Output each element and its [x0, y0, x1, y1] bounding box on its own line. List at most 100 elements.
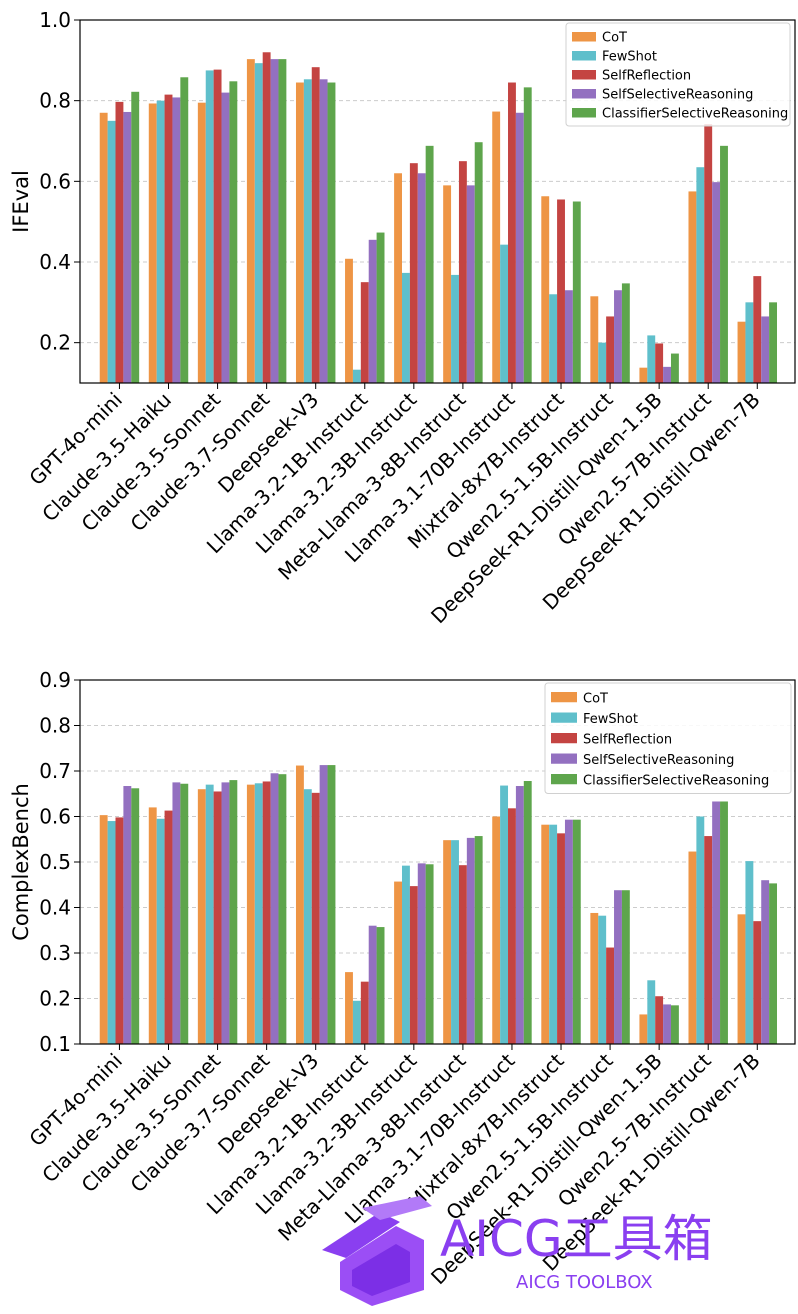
legend-box [544, 682, 792, 794]
bar-ClassifierSelectiveReasoning-10 [621, 283, 630, 383]
y-tick-label: 0.2 [39, 987, 71, 1011]
bar-ClassifierSelectiveReasoning-12 [720, 145, 728, 383]
bar-SelfReflection-0 [115, 817, 124, 1044]
bar-FewShot-3 [254, 783, 263, 1044]
bar-CoT-7 [443, 840, 452, 1044]
legend-swatch-ClassifierSelectiveReasoning [572, 108, 596, 118]
bar-ClassifierSelectiveReasoning-8 [523, 781, 532, 1044]
legend-box [565, 22, 791, 127]
bar-ClassifierSelectiveReasoning-9 [572, 819, 581, 1044]
bar-SelfSelectiveReasoning-13 [761, 880, 770, 1044]
bar-ClassifierSelectiveReasoning-3 [278, 774, 287, 1044]
bar-ClassifierSelectiveReasoning-0 [131, 91, 140, 383]
bar-CoT-13 [737, 914, 746, 1044]
bar-FewShot-4 [303, 789, 312, 1044]
bar-SelfSelectiveReasoning-10 [614, 290, 622, 383]
bar-SelfReflection-9 [557, 833, 565, 1044]
bar-CoT-2 [197, 102, 206, 383]
bar-CoT-9 [541, 824, 550, 1044]
bar-CoT-13 [737, 321, 746, 383]
bar-CoT-4 [295, 765, 304, 1044]
y-tick-label: 0.4 [39, 896, 71, 920]
bar-SelfReflection-5 [360, 981, 369, 1044]
bar-CoT-4 [295, 82, 304, 384]
bar-ClassifierSelectiveReasoning-1 [180, 77, 189, 384]
bar-SelfSelectiveReasoning-5 [368, 925, 377, 1044]
bar-ClassifierSelectiveReasoning-6 [425, 864, 434, 1044]
bar-FewShot-6 [401, 865, 410, 1044]
y-tick-label: 0.3 [39, 941, 71, 965]
bar-FewShot-10 [598, 915, 607, 1044]
bar-FewShot-10 [598, 342, 607, 383]
bar-FewShot-3 [254, 63, 263, 383]
bar-SelfSelectiveReasoning-11 [663, 1004, 671, 1044]
bar-SelfSelectiveReasoning-0 [123, 111, 132, 384]
bar-SelfSelectiveReasoning-6 [417, 173, 426, 383]
bar-FewShot-2 [205, 784, 214, 1044]
bar-SelfReflection-8 [508, 82, 516, 384]
y-tick-label: 0.9 [39, 668, 71, 692]
y-tick-label: 0.1 [39, 1032, 71, 1056]
bar-CoT-11 [639, 367, 648, 383]
bar-SelfReflection-13 [753, 276, 762, 383]
bar-SelfSelectiveReasoning-4 [319, 765, 328, 1044]
plot-frame [79, 679, 796, 1045]
bar-SelfSelectiveReasoning-6 [417, 863, 426, 1044]
bar-CoT-1 [148, 807, 157, 1044]
legend-label-CoT: CoT [583, 691, 608, 706]
bar-SelfReflection-11 [655, 996, 664, 1044]
bar-SelfReflection-4 [311, 792, 320, 1044]
bar-CoT-11 [639, 1014, 648, 1044]
legend-swatch-FewShot [572, 51, 596, 61]
bar-SelfSelectiveReasoning-0 [123, 786, 132, 1044]
bar-SelfReflection-4 [311, 67, 320, 383]
bar-SelfReflection-6 [409, 886, 418, 1044]
bar-FewShot-2 [205, 70, 214, 384]
bar-FewShot-7 [451, 840, 459, 1044]
legend-label-SelfSelectiveReasoning: SelfSelectiveReasoning [602, 87, 753, 102]
bar-SelfReflection-10 [606, 316, 615, 383]
bar-CoT-6 [394, 173, 402, 383]
bar-ClassifierSelectiveReasoning-8 [523, 87, 532, 384]
bar-FewShot-7 [451, 274, 459, 383]
bar-SelfReflection-13 [753, 921, 762, 1044]
bar-FewShot-13 [745, 302, 754, 383]
bar-SelfReflection-3 [262, 52, 271, 384]
bar-SelfSelectiveReasoning-2 [221, 782, 230, 1044]
bar-SelfReflection-12 [704, 124, 713, 383]
bar-FewShot-5 [352, 1000, 361, 1044]
y-tick-label: 0.4 [39, 250, 71, 274]
legend-swatch-CoT [551, 692, 577, 703]
watermark-title: AICG工具箱 [440, 1210, 713, 1268]
bar-SelfSelectiveReasoning-5 [368, 239, 377, 383]
bar-SelfSelectiveReasoning-12 [712, 801, 721, 1044]
bar-FewShot-6 [401, 272, 410, 383]
bar-CoT-0 [99, 815, 108, 1044]
legend-label-SelfReflection: SelfReflection [583, 732, 672, 747]
bar-SelfReflection-11 [655, 343, 664, 383]
bar-ClassifierSelectiveReasoning-2 [229, 81, 238, 383]
bar-ClassifierSelectiveReasoning-1 [180, 783, 189, 1044]
bar-SelfSelectiveReasoning-8 [515, 786, 524, 1044]
legend-swatch-ClassifierSelectiveReasoning [551, 774, 577, 785]
bar-CoT-10 [590, 912, 599, 1044]
bar-FewShot-9 [549, 824, 558, 1044]
bar-CoT-9 [541, 196, 550, 383]
bar-FewShot-12 [696, 816, 705, 1044]
bar-ClassifierSelectiveReasoning-13 [769, 883, 778, 1044]
bar-SelfReflection-2 [213, 69, 222, 384]
bar-ClassifierSelectiveReasoning-4 [327, 82, 336, 384]
legend-label-SelfSelectiveReasoning: SelfSelectiveReasoning [583, 753, 734, 768]
bar-FewShot-11 [647, 980, 656, 1044]
bar-SelfSelectiveReasoning-1 [172, 782, 181, 1044]
y-tick-label: 0.2 [39, 331, 71, 355]
bar-FewShot-0 [107, 821, 116, 1044]
bar-ClassifierSelectiveReasoning-10 [621, 890, 630, 1044]
bar-ClassifierSelectiveReasoning-0 [131, 788, 140, 1044]
y-axis-label: IFEval [9, 170, 33, 233]
bar-SelfReflection-12 [704, 836, 713, 1044]
y-tick-label: 0.8 [39, 714, 71, 738]
legend-swatch-SelfReflection [572, 70, 596, 80]
bar-SelfSelectiveReasoning-8 [515, 112, 524, 384]
bar-SelfSelectiveReasoning-3 [270, 773, 279, 1044]
